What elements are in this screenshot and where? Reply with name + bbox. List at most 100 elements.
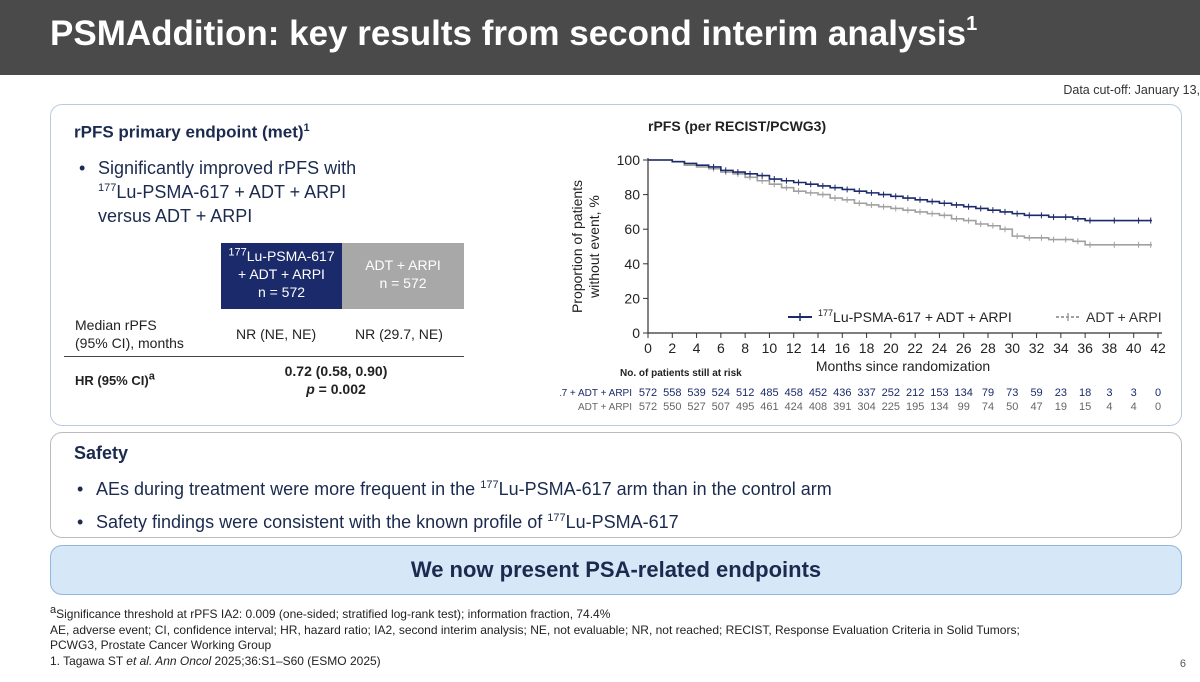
x-tick-label: 2: [668, 340, 676, 356]
risk-count: 153: [930, 387, 948, 399]
risk-count: 4: [1131, 401, 1137, 413]
table-header-lutetium-arm: 177Lu-PSMA-617 + ADT + ARPI n = 572: [221, 243, 342, 309]
survival-curve: [648, 159, 1152, 246]
y-tick-label: 0: [632, 325, 640, 341]
risk-count: 572: [639, 387, 657, 399]
risk-count: 512: [736, 387, 754, 399]
y-axis-label-line: Proportion of patients: [569, 180, 585, 313]
bullet-dot: •: [77, 512, 84, 532]
legend-sup: 177: [818, 308, 833, 318]
table-divider: [64, 356, 464, 357]
x-tick-label: 20: [883, 340, 899, 356]
x-tick-label: 10: [762, 340, 778, 356]
risk-count: 527: [687, 401, 705, 413]
risk-count: 252: [882, 387, 900, 399]
psa-endpoints-banner: We now present PSA-related endpoints: [50, 545, 1182, 595]
safety-bullet-1: • AEs during treatment were more frequen…: [77, 479, 832, 499]
risk-count: 485: [760, 387, 778, 399]
risk-row-label: ADT + ARPI: [578, 402, 632, 413]
y-tick-label: 100: [617, 152, 641, 168]
risk-row-label-text: Lu-PSMA-617 + ADT + ARPI: [560, 388, 632, 399]
median-rpfs-lutetium: NR (NE, NE): [236, 326, 317, 342]
risk-count: 0: [1155, 401, 1161, 413]
chart-title: rPFS (per RECIST/PCWG3): [648, 118, 827, 134]
risk-count: 50: [1006, 401, 1018, 413]
y-axis-label: Proportion of patientswithout event, %: [569, 180, 602, 313]
rpfs-bullet: • Significantly improved rPFS with 177Lu…: [79, 158, 357, 226]
title-bar: PSMAddition: key results from second int…: [0, 0, 1200, 75]
hr-label: HR (95% CI)a: [75, 370, 155, 388]
bullet-dot: •: [77, 479, 84, 499]
legend-label-lutetium: 177Lu-PSMA-617 + ADT + ARPI: [818, 308, 1012, 325]
rpfs-heading: rPFS primary endpoint (met)1: [74, 122, 310, 142]
risk-count: 408: [809, 401, 827, 413]
risk-count: 212: [906, 387, 924, 399]
risk-count: 495: [736, 401, 754, 413]
title-reference-sup: 1: [966, 13, 978, 36]
data-cutoff-note: Data cut-off: January 13,: [1063, 83, 1200, 97]
x-tick-label: 18: [859, 340, 875, 356]
risk-count: 452: [809, 387, 827, 399]
risk-count: 461: [760, 401, 778, 413]
risk-count: 23: [1055, 387, 1067, 399]
y-tick-label: 80: [624, 187, 640, 203]
x-tick-label: 0: [644, 340, 652, 356]
risk-count: 0: [1155, 387, 1161, 399]
x-tick-label: 6: [717, 340, 725, 356]
risk-table-title: No. of patients still at risk: [620, 368, 742, 379]
risk-count: 507: [712, 401, 730, 413]
risk-count: 134: [955, 387, 973, 399]
footnote-abbreviations: AE, adverse event; CI, confidence interv…: [50, 623, 1020, 637]
risk-row-label: 177Lu-PSMA-617 + ADT + ARPI: [560, 387, 632, 399]
x-tick-label: 24: [932, 340, 948, 356]
risk-count: 558: [663, 387, 681, 399]
footnote-reference: 1. Tagawa ST et al. Ann Oncol 2025;36:S1…: [50, 654, 381, 668]
risk-count: 391: [833, 401, 851, 413]
x-axis-label: Months since randomization: [816, 358, 990, 374]
y-tick-label: 40: [624, 256, 640, 272]
risk-count: 436: [833, 387, 851, 399]
risk-count: 225: [882, 401, 900, 413]
risk-count: 337: [857, 387, 875, 399]
footnote-significance: aSignificance threshold at rPFS IA2: 0.0…: [50, 604, 611, 622]
median-rpfs-label: Median rPFS (95% CI), months: [75, 317, 184, 351]
x-tick-label: 32: [1029, 340, 1045, 356]
x-tick-label: 22: [907, 340, 923, 356]
median-rpfs-control: NR (29.7, NE): [355, 326, 443, 342]
slide-title: PSMAddition: key results from second int…: [50, 13, 978, 53]
x-tick-label: 36: [1077, 340, 1093, 356]
risk-count: 195: [906, 401, 924, 413]
table-header-control-arm: ADT + ARPI n = 572: [342, 243, 464, 309]
x-tick-label: 28: [980, 340, 996, 356]
risk-count: 550: [663, 401, 681, 413]
risk-count: 74: [982, 401, 994, 413]
x-tick-label: 40: [1126, 340, 1142, 356]
x-tick-label: 30: [1004, 340, 1020, 356]
risk-count: 304: [857, 401, 875, 413]
risk-count: 424: [785, 401, 803, 413]
risk-count: 47: [1030, 401, 1042, 413]
footnote-abbreviations-2: PCWG3, Prostate Cancer Working Group: [50, 638, 272, 652]
safety-panel: [50, 432, 1182, 538]
risk-count: 99: [958, 401, 970, 413]
survival-curve: [648, 159, 1152, 222]
bullet-dot: •: [79, 158, 86, 178]
y-tick-label: 60: [624, 221, 640, 237]
risk-count: 19: [1055, 401, 1067, 413]
risk-count: 134: [930, 401, 948, 413]
risk-count: 15: [1079, 401, 1091, 413]
risk-count: 3: [1106, 387, 1112, 399]
risk-count: 79: [982, 387, 994, 399]
risk-count: 539: [687, 387, 705, 399]
x-tick-label: 42: [1150, 340, 1166, 356]
risk-row-label-text: ADT + ARPI: [578, 402, 632, 413]
hr-value: 0.72 (0.58, 0.90) p = 0.002: [284, 363, 388, 397]
x-tick-label: 34: [1053, 340, 1069, 356]
risk-count: 458: [785, 387, 803, 399]
risk-count: 73: [1006, 387, 1018, 399]
x-tick-label: 26: [956, 340, 972, 356]
risk-count: 18: [1079, 387, 1091, 399]
legend-label-control: ADT + ARPI: [1086, 309, 1162, 325]
risk-count: 3: [1131, 387, 1137, 399]
